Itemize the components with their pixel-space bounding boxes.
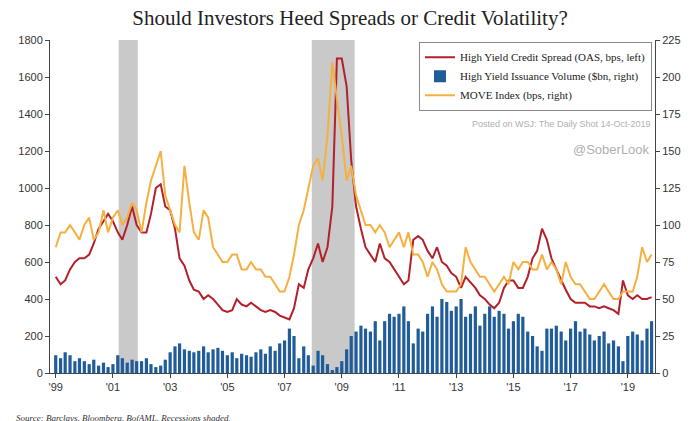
svg-text:600: 600 [24,256,42,268]
svg-text:0: 0 [662,367,668,379]
svg-text:125: 125 [662,182,680,194]
svg-text:75: 75 [662,256,674,268]
svg-text:'13: '13 [449,381,463,393]
svg-text:'07: '07 [277,381,291,393]
svg-text:MOVE Index (bps, right): MOVE Index (bps, right) [460,89,572,102]
svg-text:400: 400 [24,293,42,305]
svg-text:0: 0 [37,367,43,379]
svg-text:200: 200 [24,330,42,342]
svg-text:1600: 1600 [18,71,42,83]
svg-text:'11: '11 [392,381,406,393]
svg-text:1400: 1400 [18,108,42,120]
svg-text:'05: '05 [220,381,234,393]
svg-text:Source: Barclays, Bloomberg, B: Source: Barclays, Bloomberg, BofAML. Rec… [16,413,231,421]
svg-text:150: 150 [662,145,680,157]
svg-text:225: 225 [662,34,680,46]
svg-text:'09: '09 [335,381,349,393]
svg-text:1200: 1200 [18,145,42,157]
svg-text:25: 25 [662,330,674,342]
svg-text:100: 100 [662,219,680,231]
svg-text:Posted on WSJ: The Daily Shot: Posted on WSJ: The Daily Shot 14-Oct-201… [472,119,650,129]
svg-text:Should Investors Heed Spreads: Should Investors Heed Spreads or Credit … [132,6,568,30]
svg-text:@SoberLook: @SoberLook [573,142,650,157]
svg-text:'17: '17 [563,381,577,393]
svg-text:'15: '15 [506,381,520,393]
svg-text:High Yield Issuance Volume ($b: High Yield Issuance Volume ($bn, right) [460,70,639,83]
svg-text:200: 200 [662,71,680,83]
svg-text:175: 175 [662,108,680,120]
svg-text:50: 50 [662,293,674,305]
svg-text:High Yield Credit Spread (OAS,: High Yield Credit Spread (OAS, bps, left… [460,51,645,64]
svg-text:'03: '03 [163,381,177,393]
svg-text:800: 800 [24,219,42,231]
svg-text:1800: 1800 [18,34,42,46]
svg-text:'19: '19 [621,381,635,393]
svg-text:'01: '01 [106,381,120,393]
svg-text:1000: 1000 [18,182,42,194]
svg-text:'99: '99 [49,381,63,393]
